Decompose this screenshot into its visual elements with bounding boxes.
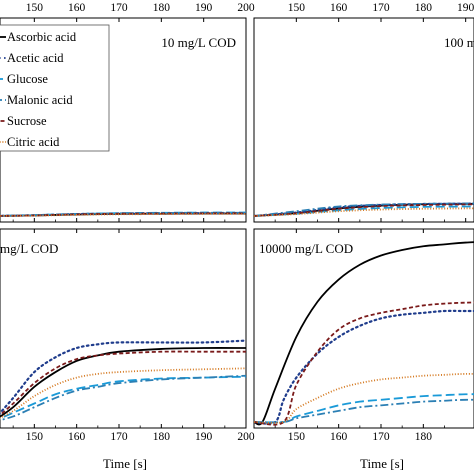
series-line-bottom-left-ascorbic-acid [0, 347, 246, 418]
x-tick-label-bottom-left-200: 200 [237, 431, 255, 443]
x-tick-label-top-left-150: 150 [26, 2, 44, 14]
x-tick-label-top-left-180: 180 [153, 2, 171, 14]
series-line-bottom-right-glucose [254, 393, 474, 424]
series-line-top-left-citric-acid [0, 212, 246, 217]
legend-label-acetic: Acetic acid [7, 51, 64, 65]
x-tick-label-top-right-170: 170 [372, 2, 390, 14]
series-line-bottom-left-malonic-acid [0, 374, 246, 422]
series-line-bottom-right-malonic-acid [254, 398, 474, 424]
series-group-bottom-right [254, 241, 474, 426]
panel-frame-top-left [0, 17, 247, 223]
legend-label-glucose: Glucose [7, 72, 48, 86]
x-axis-labels: Time [s] Time [s] [103, 456, 404, 471]
legend-label-sucrose: Sucrose [7, 114, 47, 128]
legend-label-citric: Citric acid [7, 135, 60, 149]
series-line-bottom-left-acetic-acid [0, 339, 246, 415]
series-line-bottom-right-ascorbic-acid [254, 241, 474, 426]
legend-box [0, 24, 110, 152]
panel-bottom-left: 150 160 170 180 190 200 mg/L COD [0, 228, 255, 443]
x-tick-label-top-right-180: 180 [415, 2, 433, 14]
x-tick-label-top-left-190: 190 [195, 2, 213, 14]
x-tick-label-top-left-160: 160 [68, 2, 86, 14]
panel-title-bottom-right: 10000 mg/L COD [259, 241, 353, 256]
panel-title-top-left: 10 mg/L COD [161, 35, 236, 50]
panel-frame-bottom-left [0, 228, 247, 429]
legend-label-ascorbic: Ascorbic acid [7, 30, 77, 44]
x-tick-label-bottom-left-190: 190 [195, 431, 213, 443]
x-tick-label-bottom-left-150: 150 [26, 431, 44, 443]
series-line-bottom-right-acetic-acid [254, 309, 474, 425]
panel-frame-bottom-right [253, 228, 474, 429]
panel-bottom-right: 150 160 170 180 10000 mg/L COD [253, 228, 474, 443]
legend: Ascorbic acid Acetic acid Glucose Malonic a… [0, 24, 110, 152]
x-tick-label-bottom-left-180: 180 [153, 431, 171, 443]
x-tick-label-top-right-150: 150 [288, 2, 306, 14]
x-tick-label-top-right-190: 190 [457, 2, 474, 14]
x-tick-label-bottom-right-150: 150 [288, 431, 306, 443]
x-tick-label-bottom-left-160: 160 [68, 431, 86, 443]
panel-frame-top-right [253, 17, 474, 223]
series-line-bottom-right-sucrose [254, 301, 474, 426]
panel-title-top-right: 100 m [444, 35, 474, 50]
panels-layer: 150 160 170 180 190 200 10 mg/L COD 150 160 170 18… [0, 2, 474, 443]
x-tick-label-top-right-160: 160 [330, 2, 348, 14]
panel-title-bottom-left: mg/L COD [0, 241, 58, 256]
series-line-bottom-left-citric-acid [0, 367, 246, 420]
x-tick-label-top-left-170: 170 [110, 2, 128, 14]
x-tick-label-bottom-right-170: 170 [372, 431, 390, 443]
series-group-bottom-left [0, 339, 246, 422]
x-tick-label-bottom-right-180: 180 [415, 431, 433, 443]
x-axis-label-bottom-left: Time [s] [103, 456, 147, 471]
series-line-bottom-left-sucrose [0, 350, 246, 417]
x-tick-label-bottom-left-170: 170 [110, 431, 128, 443]
legend-label-malonic: Malonic acid [7, 93, 73, 107]
x-tick-label-top-left-200: 200 [237, 2, 255, 14]
x-tick-label-bottom-right-160: 160 [330, 431, 348, 443]
panel-top-right: 150 160 170 180 190 100 m [253, 2, 474, 223]
series-line-top-right-malonic-acid [254, 202, 474, 217]
x-axis-label-bottom-right: Time [s] [360, 456, 404, 471]
series-group-top-left [0, 211, 246, 217]
panel-top-left: 150 160 170 180 190 200 10 mg/L COD [0, 2, 255, 223]
series-line-top-right-citric-acid [254, 207, 474, 217]
series-group-top-right [254, 202, 474, 218]
